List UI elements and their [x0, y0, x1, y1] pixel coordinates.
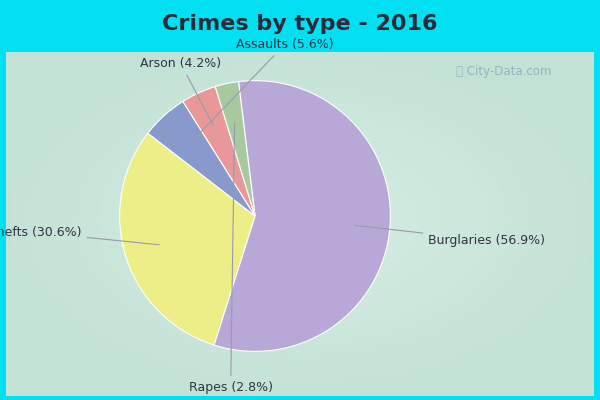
Text: ⓘ City-Data.com: ⓘ City-Data.com	[456, 66, 551, 78]
Wedge shape	[215, 82, 255, 216]
Text: Arson (4.2%): Arson (4.2%)	[140, 57, 221, 125]
Text: Rapes (2.8%): Rapes (2.8%)	[188, 124, 272, 394]
Wedge shape	[214, 81, 391, 351]
Text: Assaults (5.6%): Assaults (5.6%)	[191, 38, 334, 142]
Wedge shape	[148, 102, 255, 216]
Text: Crimes by type - 2016: Crimes by type - 2016	[162, 14, 438, 34]
Wedge shape	[183, 86, 255, 216]
Text: Burglaries (56.9%): Burglaries (56.9%)	[355, 225, 545, 247]
Wedge shape	[119, 133, 255, 345]
Text: Thefts (30.6%): Thefts (30.6%)	[0, 226, 159, 245]
